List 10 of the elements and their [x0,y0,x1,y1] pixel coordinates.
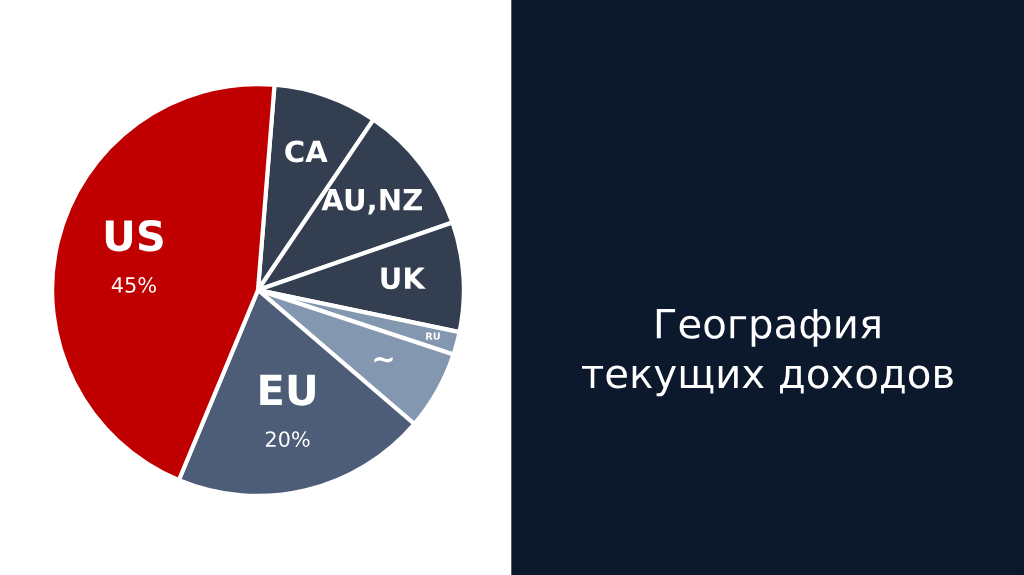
slice-label: RU [426,332,440,340]
slice-label: AU,NZ [321,189,422,215]
data-label: 20% [265,431,310,447]
slice-label: EU [260,374,315,406]
slice-label: US [105,219,163,252]
slice-label: CA [285,140,328,163]
slice-label: UK [381,267,426,290]
data-label: 45% [111,277,156,293]
slice-label: ~ [374,356,393,363]
text: География текущих доходов [582,308,953,397]
